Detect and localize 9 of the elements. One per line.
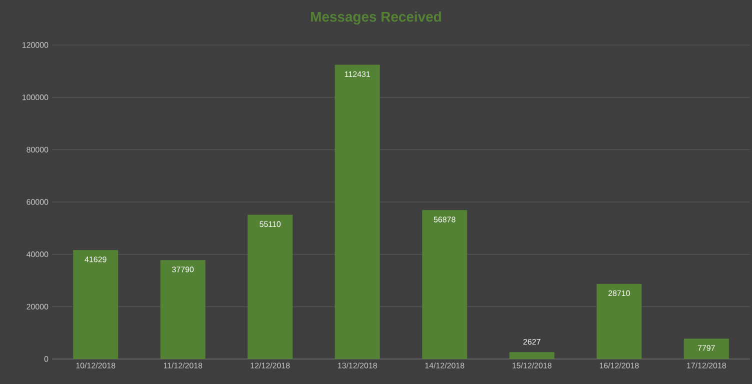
bar [684,338,729,359]
bar [596,284,642,359]
bar [73,250,118,359]
bar [422,210,468,359]
bar [248,214,293,359]
chart-title: Messages Received [311,11,441,25]
bar [509,352,554,359]
bar [160,260,206,359]
bar [334,64,380,359]
